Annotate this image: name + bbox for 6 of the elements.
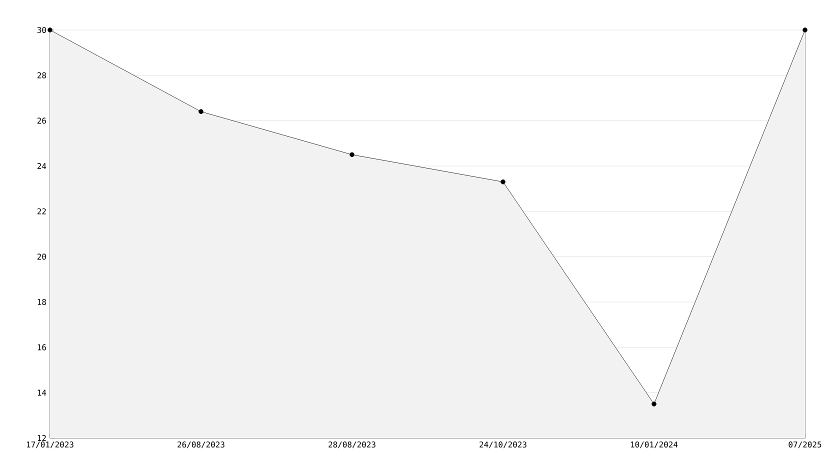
point [48,28,52,32]
point [198,109,204,114]
point [500,179,506,184]
point [350,152,354,158]
point [802,28,808,32]
point [652,402,656,406]
